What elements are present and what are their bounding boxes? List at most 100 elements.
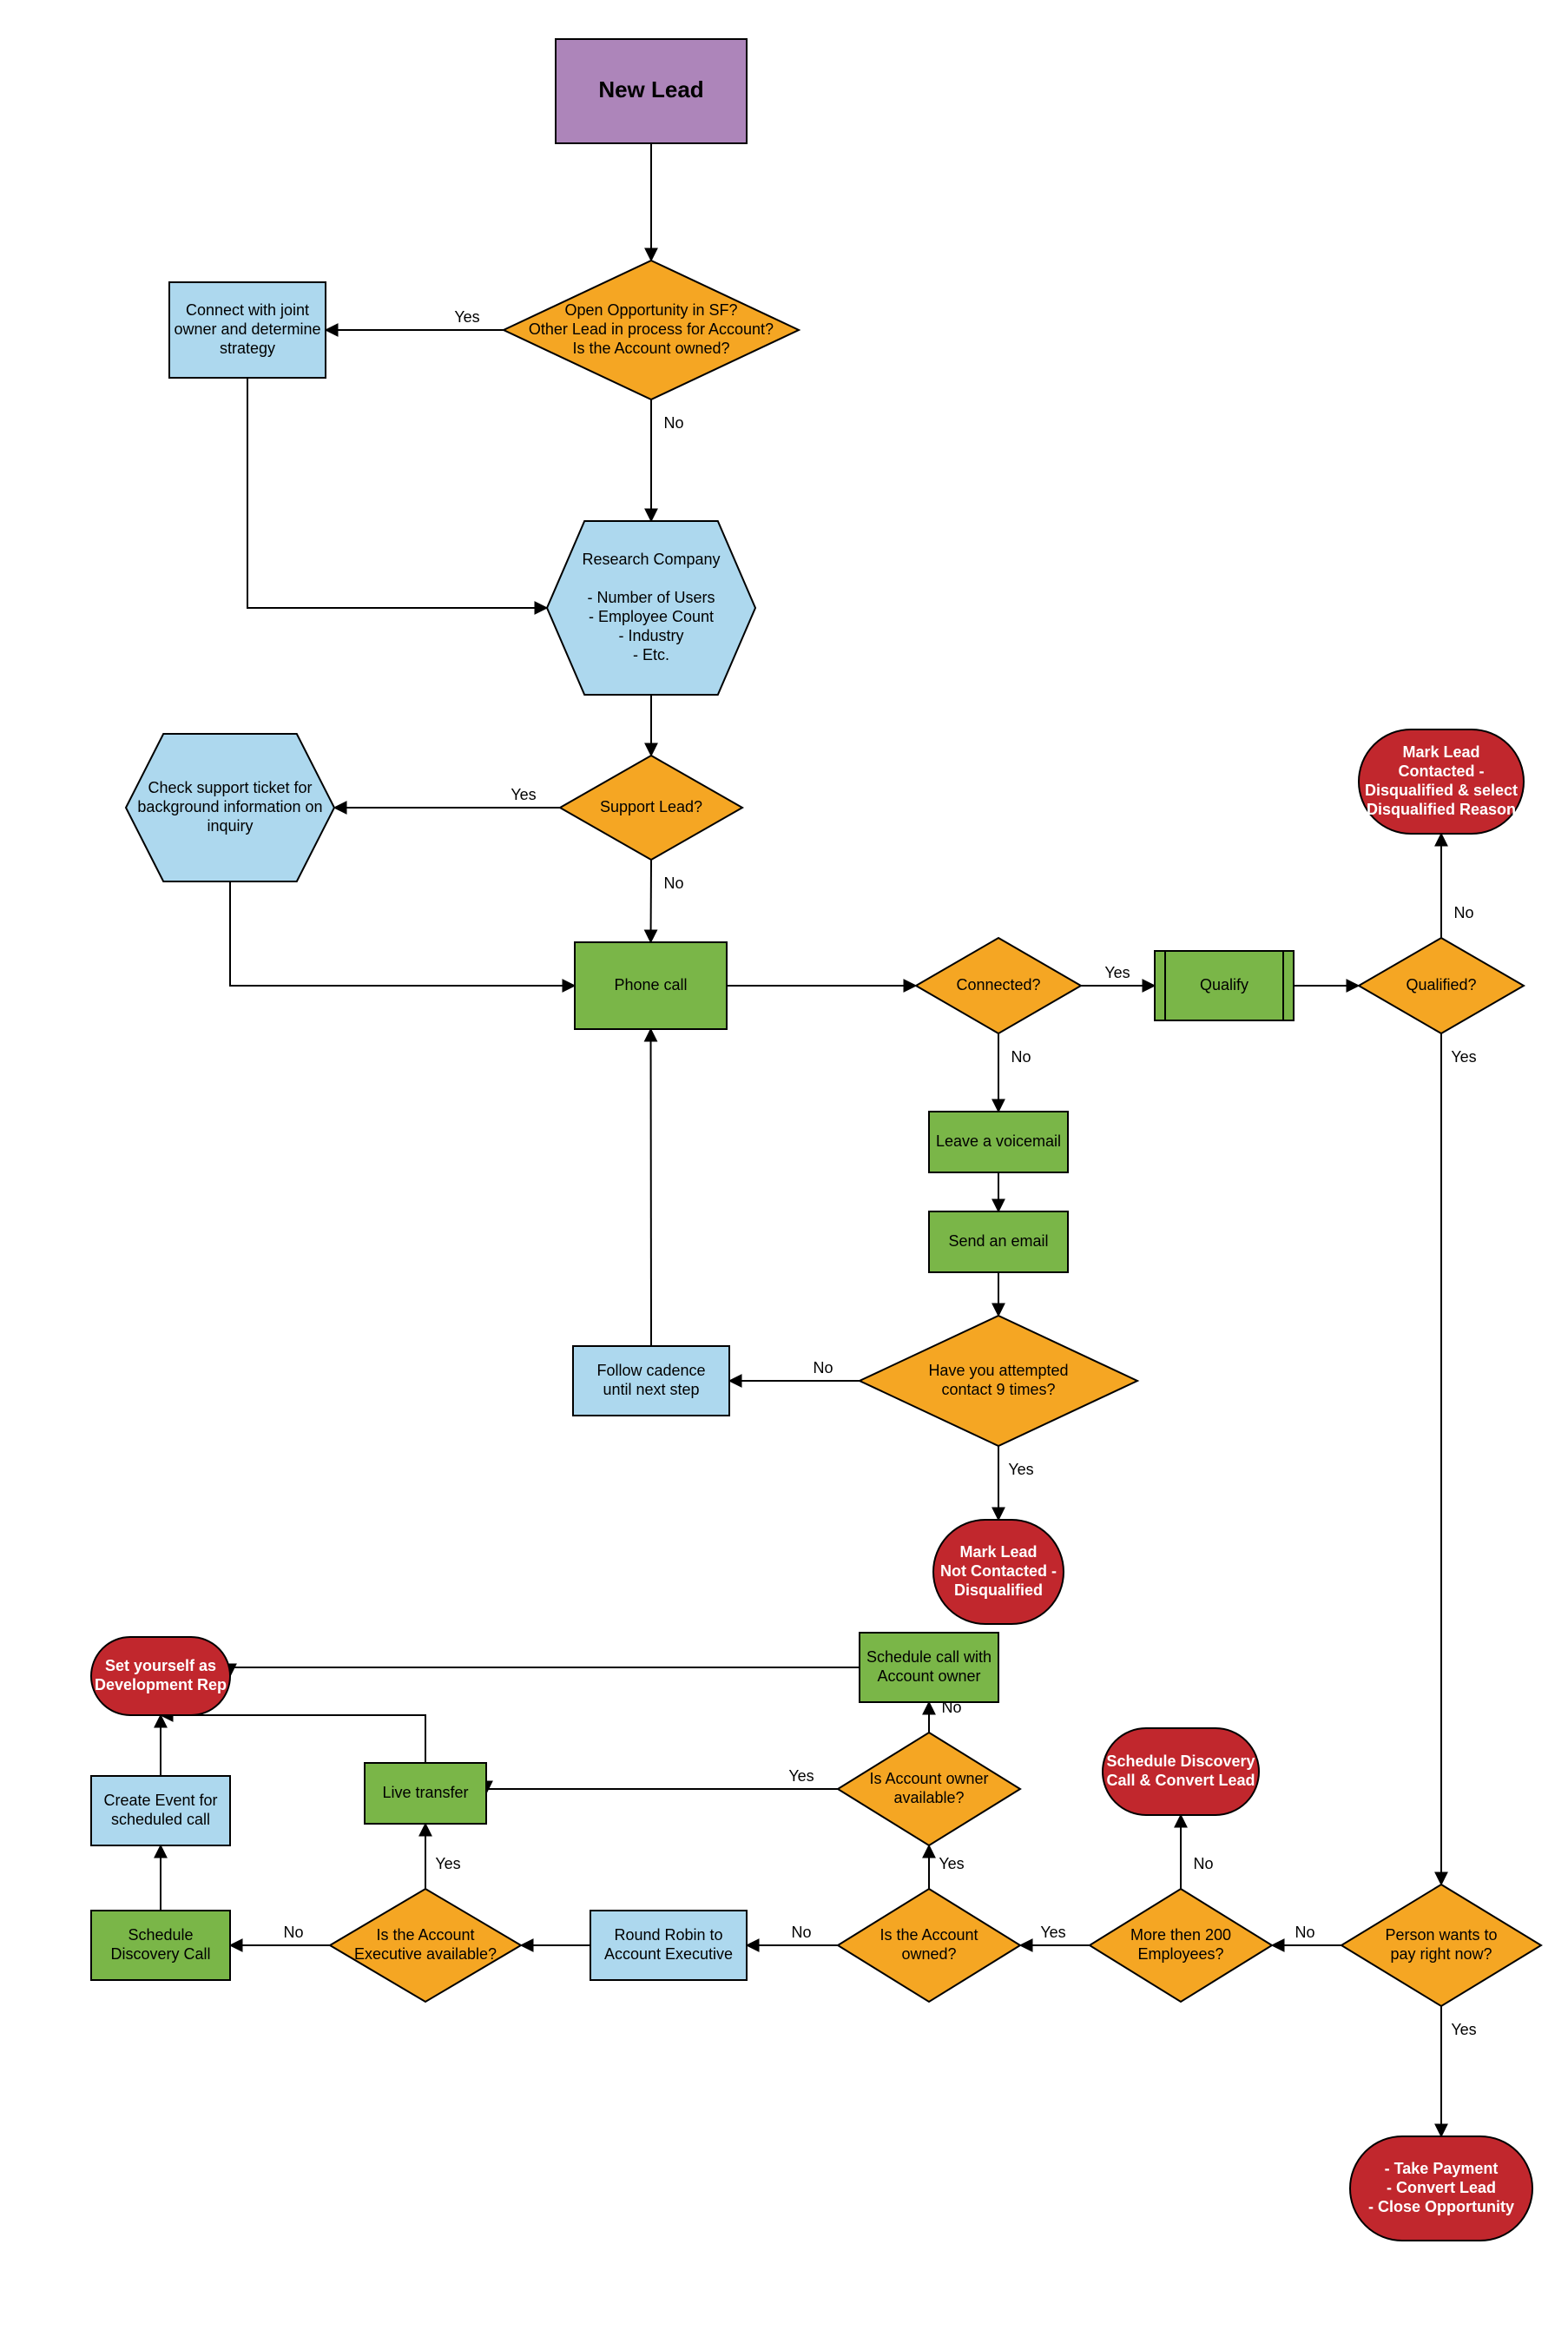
node-p_phone: Phone call <box>575 942 727 1029</box>
svg-text:- Number of Users: - Number of Users <box>587 589 715 606</box>
svg-text:Call & Convert Lead: Call & Convert Lead <box>1106 1772 1255 1789</box>
svg-text:contact 9 times?: contact 9 times? <box>941 1381 1055 1398</box>
node-d_ae_avail: Is the AccountExecutive available? <box>330 1889 521 2002</box>
node-t_dq_notcont: Mark LeadNot Contacted -Disqualified <box>933 1520 1064 1624</box>
svg-text:Mark Lead: Mark Lead <box>1402 743 1479 761</box>
svg-text:Connect with joint: Connect with joint <box>186 301 309 319</box>
svg-text:Disqualified: Disqualified <box>954 1581 1043 1599</box>
edge-label: Yes <box>435 1855 460 1872</box>
svg-text:Phone call: Phone call <box>614 976 687 993</box>
edge-p_check_tkt-p_phone <box>230 881 575 986</box>
svg-text:- Etc.: - Etc. <box>633 646 669 663</box>
edge-label: Yes <box>1040 1924 1065 1941</box>
edge-d_owner_avail-p_livetrans <box>486 1789 838 1793</box>
svg-text:Leave a voicemail: Leave a voicemail <box>936 1132 1061 1150</box>
svg-text:Is Account owner: Is Account owner <box>869 1770 988 1787</box>
node-p_roundrobin: Round Robin toAccount Executive <box>590 1911 747 1980</box>
svg-text:Is the Account: Is the Account <box>880 1926 978 1944</box>
svg-text:Round Robin to: Round Robin to <box>614 1926 722 1944</box>
svg-text:- Close Opportunity: - Close Opportunity <box>1368 2198 1514 2215</box>
edge-p_connect-p_research <box>247 378 547 608</box>
node-p_voicemail: Leave a voicemail <box>929 1112 1068 1172</box>
svg-text:Have you attempted: Have you attempted <box>928 1362 1068 1379</box>
edge-d_support-p_phone <box>651 860 652 942</box>
edge-label: Yes <box>1008 1461 1033 1478</box>
svg-text:Schedule call with: Schedule call with <box>866 1648 992 1666</box>
svg-text:pay right now?: pay right now? <box>1390 1945 1492 1963</box>
svg-text:inquiry: inquiry <box>207 817 253 835</box>
node-t_setdevrep: Set yourself as Development Rep <box>91 1637 230 1715</box>
node-d_attempt9: Have you attempted contact 9 times? <box>860 1316 1137 1446</box>
node-d_support: Support Lead? <box>560 756 742 860</box>
edge-label: No <box>663 875 683 892</box>
edge-p_livetrans-t_setdevrep <box>161 1715 425 1763</box>
svg-text:Account owner: Account owner <box>877 1667 980 1685</box>
node-d_qualified: Qualified? <box>1359 938 1524 1033</box>
edge-label: Yes <box>1451 1048 1476 1066</box>
node-p_createev: Create Event forscheduled call <box>91 1776 230 1845</box>
svg-text:Disqualified & select: Disqualified & select <box>1365 782 1518 799</box>
node-p_qualify: Qualify <box>1155 951 1294 1020</box>
svg-text:Schedule: Schedule <box>128 1926 193 1944</box>
svg-text:Disqualified Reason: Disqualified Reason <box>1367 801 1516 818</box>
svg-text:owned?: owned? <box>901 1945 956 1963</box>
node-t_dq_contact: Mark LeadContacted - Disqualified & selec… <box>1359 729 1524 834</box>
node-p_email: Send an email <box>929 1211 1068 1272</box>
svg-text:New Lead: New Lead <box>598 76 703 102</box>
svg-text:background information on: background information on <box>137 798 322 815</box>
edge-label: No <box>283 1924 303 1941</box>
svg-text:Send an email: Send an email <box>948 1232 1048 1250</box>
edge-label: Yes <box>511 786 536 803</box>
node-d_acct_owned: Is the Accountowned? <box>838 1889 1020 2002</box>
edge-label: No <box>791 1924 811 1941</box>
node-d_connected: Connected? <box>916 938 1081 1033</box>
svg-text:Executive available?: Executive available? <box>354 1945 497 1963</box>
svg-text:Research Company: Research Company <box>582 551 720 568</box>
node-p_cadence: Follow cadenceuntil next step <box>573 1346 729 1416</box>
svg-text:Development Rep: Development Rep <box>95 1676 227 1693</box>
svg-text:scheduled call: scheduled call <box>111 1811 210 1828</box>
svg-text:Person wants to: Person wants to <box>1385 1926 1497 1944</box>
edge-p_cadence-p_phone <box>651 1029 652 1346</box>
edge-label: No <box>1011 1048 1031 1066</box>
svg-text:Live transfer: Live transfer <box>382 1784 468 1801</box>
edge-label: No <box>663 414 683 432</box>
edge-label: Yes <box>1451 2021 1476 2038</box>
svg-text:Other Lead in process for Acco: Other Lead in process for Account? <box>529 320 774 338</box>
svg-text:- Employee Count: - Employee Count <box>589 608 714 625</box>
node-p_connect: Connect with jointowner and determinestr… <box>169 282 326 378</box>
svg-text:until next step: until next step <box>603 1381 699 1398</box>
node-d_open_opp: Open Opportunity in SF?Other Lead in pro… <box>504 261 799 399</box>
node-start: New Lead <box>556 39 747 143</box>
svg-text:Mark Lead: Mark Lead <box>959 1543 1037 1561</box>
svg-text:Qualify: Qualify <box>1200 976 1248 993</box>
svg-text:Set yourself as: Set yourself as <box>105 1657 216 1674</box>
node-p_research: Research Company - Number of Users - Emplo… <box>547 521 755 695</box>
svg-text:Schedule Discovery: Schedule Discovery <box>1106 1753 1255 1770</box>
edge-label: Yes <box>939 1855 964 1872</box>
edge-label: No <box>813 1359 833 1376</box>
svg-text:Employees?: Employees? <box>1137 1945 1223 1963</box>
svg-text:- Take Payment: - Take Payment <box>1385 2160 1499 2177</box>
svg-text:Connected?: Connected? <box>956 976 1040 993</box>
node-p_livetrans: Live transfer <box>365 1763 486 1824</box>
flowchart-canvas: Yes No Yes No Yes No No Yes No Yes Yes No No Yes Yes No… <box>0 0 1568 2350</box>
edge-label: No <box>1453 904 1473 921</box>
svg-text:Contacted -: Contacted - <box>1399 762 1485 780</box>
node-p_check_tkt: Check support ticket for background infor… <box>126 734 334 881</box>
edge-label: Yes <box>788 1767 814 1785</box>
svg-text:- Industry: - Industry <box>618 627 683 644</box>
svg-text:Is the Account: Is the Account <box>376 1926 474 1944</box>
svg-text:available?: available? <box>893 1789 964 1806</box>
svg-text:strategy: strategy <box>220 340 275 357</box>
svg-text:More then 200: More then 200 <box>1130 1926 1231 1944</box>
svg-text:Support Lead?: Support Lead? <box>600 798 702 815</box>
svg-text:Check support ticket for: Check support ticket for <box>148 779 312 796</box>
node-d_paynow: Person wants topay right now? <box>1341 1885 1541 2006</box>
node-t_scheddisc: Schedule Discovery Call & Convert Lead <box>1103 1728 1259 1815</box>
edge-label: Yes <box>454 308 479 326</box>
svg-text:Account Executive: Account Executive <box>604 1945 733 1963</box>
edge-label: No <box>1295 1924 1314 1941</box>
edge-label: No <box>1193 1855 1213 1872</box>
node-d_owner_avail: Is Account owner available? <box>838 1733 1020 1845</box>
